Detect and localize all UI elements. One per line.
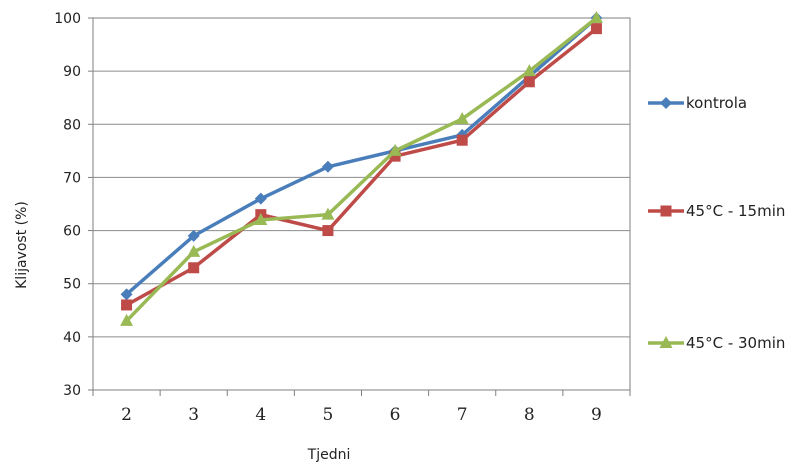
x-tick-label: 7 [457, 405, 468, 425]
x-tick-label: 9 [591, 405, 602, 425]
y-tick-label: 30 [63, 383, 81, 399]
data-point [254, 212, 268, 225]
gridlines [93, 70, 630, 338]
data-point [523, 76, 535, 88]
x-tick-label: 2 [121, 405, 132, 425]
data-point [322, 225, 334, 237]
x-tick-label: 5 [323, 405, 334, 425]
data-point [590, 23, 602, 35]
data-point [120, 313, 134, 326]
x-tick-label: 8 [524, 405, 535, 425]
data-point [321, 160, 334, 173]
data-point [188, 262, 200, 274]
y-axis-title: Klijavost (%) [14, 201, 30, 289]
legend-marker [659, 336, 673, 348]
series-2 [120, 11, 603, 326]
x-axis-ticks: 2 3 4 5 6 7 8 9 [92, 390, 631, 425]
data-point [455, 111, 469, 124]
data-point [589, 11, 603, 23]
y-tick-label: 60 [63, 224, 81, 240]
y-tick-label: 80 [63, 117, 81, 133]
series-layer [120, 11, 603, 326]
data-point [388, 143, 402, 156]
y-tick-label: 40 [63, 330, 81, 346]
y-tick-label: 70 [63, 170, 81, 186]
legend-label: 45°C - 15min [686, 202, 785, 220]
y-tick-label: 50 [63, 277, 81, 293]
data-point [187, 244, 201, 257]
x-axis-title: Tjedni [307, 447, 351, 463]
data-point [321, 207, 335, 220]
y-tick-label: 90 [63, 64, 81, 80]
x-tick-label: 3 [188, 405, 199, 425]
data-point [456, 134, 468, 146]
data-point [522, 64, 536, 77]
plot-background [92, 17, 631, 391]
data-point [187, 229, 200, 242]
series-line [125, 16, 598, 323]
legend-label: 45°C - 30min [686, 334, 785, 352]
legend-item: kontrola [648, 94, 747, 112]
x-tick-label: 6 [390, 405, 401, 425]
y-axis-ticks: 30 40 50 60 70 80 90 100 [54, 11, 93, 399]
legend: kontrola 45°C - 15min 45°C - 30min [648, 94, 785, 352]
legend-item: 45°C - 30min [648, 334, 785, 352]
legend-marker [660, 205, 672, 217]
x-tick-label: 4 [255, 405, 266, 425]
series-line [125, 16, 598, 296]
data-point [120, 288, 133, 301]
data-point [254, 192, 267, 205]
legend-marker [660, 97, 672, 109]
data-point [121, 299, 133, 311]
legend-label: kontrola [686, 94, 747, 112]
y-tick-label: 100 [54, 11, 81, 27]
series-line [125, 27, 598, 307]
legend-item: 45°C - 15min [648, 202, 785, 220]
data-point [389, 150, 401, 162]
